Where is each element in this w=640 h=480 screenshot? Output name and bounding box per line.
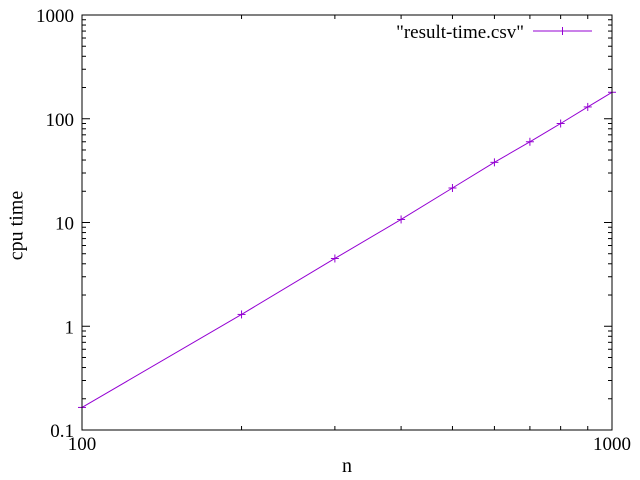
data-point (330, 254, 339, 263)
series-line (81, 91, 613, 408)
y-tick-label: 100 (46, 110, 75, 131)
legend: "result-time.csv" (396, 22, 592, 43)
y-tick-label: 0.1 (50, 421, 74, 442)
data-point (490, 158, 499, 167)
y-axis-title: cpu time (6, 191, 28, 261)
plot-frame (81, 14, 613, 431)
data-point (397, 215, 406, 224)
y-tick-label: 10 (55, 214, 74, 235)
x-tick-labels: 100 1000 (68, 434, 631, 455)
x-tick-label: 100 (68, 434, 97, 455)
y-tick-labels: 0.1 1 10 100 1000 (36, 6, 74, 442)
y-tick-label: 1000 (36, 6, 74, 27)
data-point (583, 102, 592, 111)
plot-area (78, 88, 616, 412)
x-axis-title: n (342, 455, 352, 477)
x-tick-label: 1000 (593, 434, 631, 455)
legend-label: "result-time.csv" (396, 22, 524, 43)
data-point (525, 137, 534, 146)
legend-marker (558, 27, 567, 35)
data-point (448, 184, 457, 193)
y-tick-label: 1 (65, 317, 75, 338)
data-point (237, 310, 246, 319)
minor-ticks (82, 15, 612, 430)
data-point (556, 119, 565, 128)
